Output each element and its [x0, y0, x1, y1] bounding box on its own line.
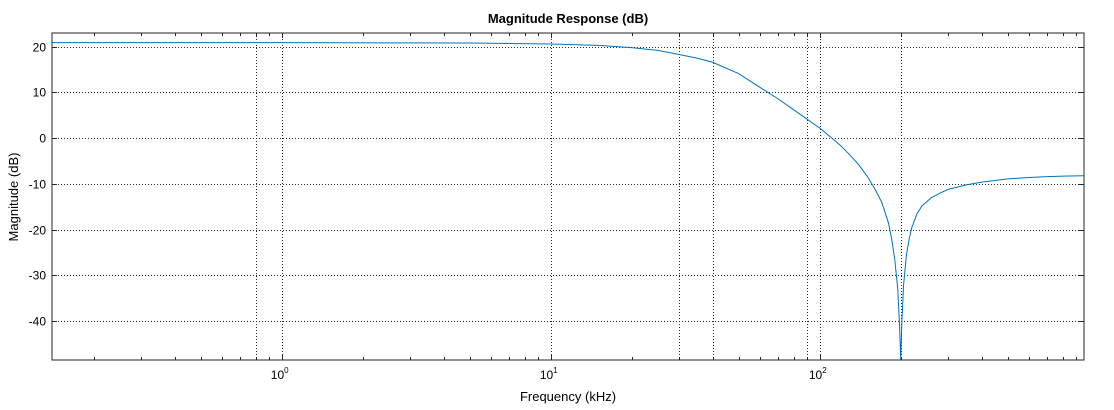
x-tick-label: 102 — [809, 366, 827, 382]
plot-background — [52, 33, 1084, 360]
y-tick-label: 10 — [33, 86, 47, 100]
x-tick-label: 101 — [540, 366, 558, 382]
plot-frame — [51, 32, 1085, 361]
x-tick-label: 100 — [271, 366, 289, 382]
y-tick-label: -20 — [29, 224, 47, 238]
y-tick-label: 20 — [33, 41, 47, 55]
grid-layer — [52, 33, 1084, 360]
x-axis-label: Frequency (kHz) — [520, 389, 616, 404]
y-axis-label: Magnitude (dB) — [6, 153, 21, 242]
y-tick-label: -30 — [29, 269, 47, 283]
chart-title: Magnitude Response (dB) — [488, 11, 648, 26]
y-tick-label: 0 — [39, 132, 46, 146]
series-line — [52, 42, 1085, 361]
y-tick-label: -40 — [29, 315, 47, 329]
y-tick-label: -10 — [29, 178, 47, 192]
